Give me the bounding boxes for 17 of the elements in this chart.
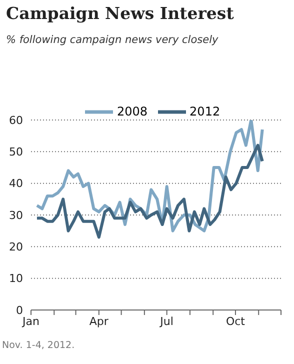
- y-tick-label: 50: [9, 146, 23, 159]
- y-tick-label: 60: [9, 114, 23, 127]
- y-tick-label: 40: [9, 177, 23, 190]
- y-tick-label: 20: [9, 240, 23, 254]
- y-tick-label: 10: [9, 272, 23, 286]
- x-tick-label: Apr: [89, 314, 109, 328]
- y-tick-label: 0: [16, 304, 23, 317]
- legend-label: 2012: [190, 104, 220, 118]
- x-tick-label: Jul: [159, 314, 174, 328]
- line-series: [35, 144, 264, 239]
- x-tick-label: Jan: [22, 314, 40, 328]
- legend-label: 2008: [117, 104, 148, 118]
- chart-title: Campaign News Interest: [6, 4, 234, 23]
- text: Nov. 1-4, 2012.: [2, 340, 75, 351]
- x-tick-label: Oct: [226, 314, 246, 328]
- chart-subtitle: % following campaign news very closely: [6, 34, 218, 46]
- y-tick-label: 30: [9, 208, 23, 222]
